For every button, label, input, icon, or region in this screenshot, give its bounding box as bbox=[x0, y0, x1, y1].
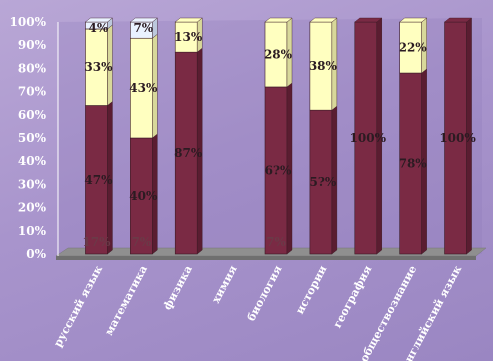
bar-top bbox=[443, 17, 473, 23]
plot-floor-edge bbox=[56, 256, 476, 260]
data-label: 87% bbox=[174, 146, 203, 160]
bar-top bbox=[399, 17, 428, 23]
bar-top bbox=[264, 17, 293, 23]
data-label: 13% bbox=[174, 30, 203, 44]
y-tick-label: 10% bbox=[18, 224, 47, 238]
x-tick-label: география bbox=[331, 263, 375, 330]
x-tick-label: биология bbox=[245, 263, 285, 323]
data-label: 7% bbox=[133, 21, 153, 35]
data-label: 38% bbox=[309, 59, 338, 73]
y-tick-label: 80% bbox=[18, 61, 47, 75]
bar-top bbox=[174, 17, 203, 23]
bar-top bbox=[84, 17, 114, 23]
y-tick-label: 0% bbox=[26, 247, 46, 261]
y-tick-label: 60% bbox=[18, 108, 47, 122]
y-tick-label: 100% bbox=[10, 15, 47, 29]
y-tick-label: 90% bbox=[18, 38, 47, 52]
data-label: 22% bbox=[399, 41, 428, 55]
data-label: 40% bbox=[129, 189, 158, 203]
bar-top bbox=[129, 17, 158, 23]
data-label: 33% bbox=[84, 60, 113, 74]
data-label: 6?% bbox=[265, 163, 292, 177]
x-tick-label: математика bbox=[102, 263, 150, 337]
data-label: 47% bbox=[84, 173, 113, 187]
y-tick-label: 30% bbox=[18, 177, 47, 191]
data-label: 100% bbox=[439, 131, 476, 145]
data-label: 5?% bbox=[309, 175, 336, 189]
data-label: 100% bbox=[350, 131, 387, 145]
x-tick-label: физика bbox=[161, 263, 195, 312]
bottom-data-label: 7% bbox=[266, 235, 286, 249]
x-tick-label: химия bbox=[209, 263, 240, 305]
x-tick-label: истории bbox=[293, 263, 329, 316]
data-label: 78% bbox=[399, 157, 428, 171]
data-label: 4% bbox=[89, 21, 109, 35]
bar-top bbox=[354, 17, 383, 23]
bar-top bbox=[309, 17, 338, 23]
y-tick-label: 40% bbox=[18, 154, 47, 168]
bottom-data-label: 7% bbox=[131, 235, 151, 249]
data-label: 28% bbox=[264, 47, 293, 61]
data-label: 43% bbox=[129, 81, 158, 95]
y-tick-label: 50% bbox=[18, 131, 47, 145]
x-tick-label: русский язык bbox=[51, 263, 105, 349]
y-tick-label: 70% bbox=[18, 85, 47, 99]
y-tick-label: 20% bbox=[18, 201, 47, 215]
bottom-data-label: 17% bbox=[82, 235, 111, 249]
